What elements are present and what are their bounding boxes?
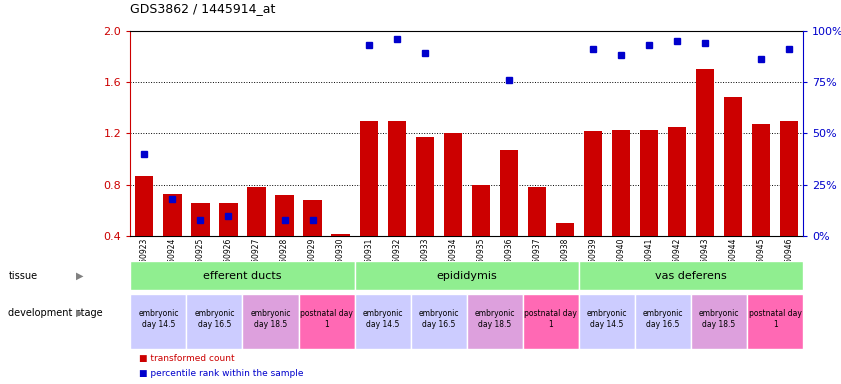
Bar bbox=[299, 294, 355, 349]
Bar bbox=[523, 294, 579, 349]
Bar bbox=[579, 294, 635, 349]
Bar bbox=[780, 121, 798, 288]
Bar bbox=[472, 185, 489, 288]
Text: embryonic
day 18.5: embryonic day 18.5 bbox=[251, 309, 291, 329]
Bar bbox=[242, 294, 299, 349]
Bar bbox=[355, 294, 410, 349]
Bar bbox=[130, 261, 355, 290]
Bar bbox=[635, 294, 691, 349]
Bar bbox=[355, 261, 579, 290]
Bar bbox=[611, 129, 630, 288]
Text: embryonic
day 18.5: embryonic day 18.5 bbox=[474, 309, 515, 329]
Bar bbox=[527, 187, 546, 288]
Bar bbox=[130, 294, 187, 349]
Bar bbox=[220, 203, 237, 288]
Bar bbox=[359, 121, 378, 288]
Text: embryonic
day 14.5: embryonic day 14.5 bbox=[138, 309, 178, 329]
Text: ■ percentile rank within the sample: ■ percentile rank within the sample bbox=[139, 369, 304, 378]
Bar bbox=[331, 233, 350, 288]
Text: GDS3862 / 1445914_at: GDS3862 / 1445914_at bbox=[130, 2, 276, 15]
Bar bbox=[163, 194, 182, 288]
Text: ▶: ▶ bbox=[76, 270, 83, 281]
Bar bbox=[579, 261, 803, 290]
Text: embryonic
day 18.5: embryonic day 18.5 bbox=[699, 309, 739, 329]
Text: epididymis: epididymis bbox=[436, 270, 497, 281]
Text: postnatal day
1: postnatal day 1 bbox=[748, 309, 801, 329]
Text: postnatal day
1: postnatal day 1 bbox=[525, 309, 577, 329]
Bar bbox=[668, 127, 686, 288]
Text: embryonic
day 16.5: embryonic day 16.5 bbox=[643, 309, 683, 329]
Bar bbox=[247, 187, 266, 288]
Text: ■ transformed count: ■ transformed count bbox=[139, 354, 235, 363]
Bar bbox=[275, 195, 294, 288]
Text: efferent ducts: efferent ducts bbox=[204, 270, 282, 281]
Bar bbox=[724, 98, 742, 288]
Bar bbox=[747, 294, 803, 349]
Bar bbox=[467, 294, 523, 349]
Bar bbox=[304, 200, 321, 288]
Text: embryonic
day 14.5: embryonic day 14.5 bbox=[587, 309, 627, 329]
Text: embryonic
day 16.5: embryonic day 16.5 bbox=[194, 309, 235, 329]
Bar bbox=[752, 124, 770, 288]
Bar bbox=[415, 137, 434, 288]
Text: development stage: development stage bbox=[8, 308, 103, 318]
Text: ▶: ▶ bbox=[76, 308, 83, 318]
Text: embryonic
day 16.5: embryonic day 16.5 bbox=[419, 309, 459, 329]
Bar bbox=[696, 69, 714, 288]
Bar bbox=[500, 150, 518, 288]
Text: postnatal day
1: postnatal day 1 bbox=[300, 309, 353, 329]
Bar bbox=[556, 223, 574, 288]
Bar bbox=[135, 176, 153, 288]
Text: tissue: tissue bbox=[8, 270, 38, 281]
Bar bbox=[191, 203, 209, 288]
Text: vas deferens: vas deferens bbox=[655, 270, 727, 281]
Bar bbox=[410, 294, 467, 349]
Text: embryonic
day 14.5: embryonic day 14.5 bbox=[362, 309, 403, 329]
Bar bbox=[691, 294, 747, 349]
Bar bbox=[443, 134, 462, 288]
Bar bbox=[584, 131, 602, 288]
Bar bbox=[640, 129, 658, 288]
Bar bbox=[187, 294, 242, 349]
Bar bbox=[388, 121, 405, 288]
